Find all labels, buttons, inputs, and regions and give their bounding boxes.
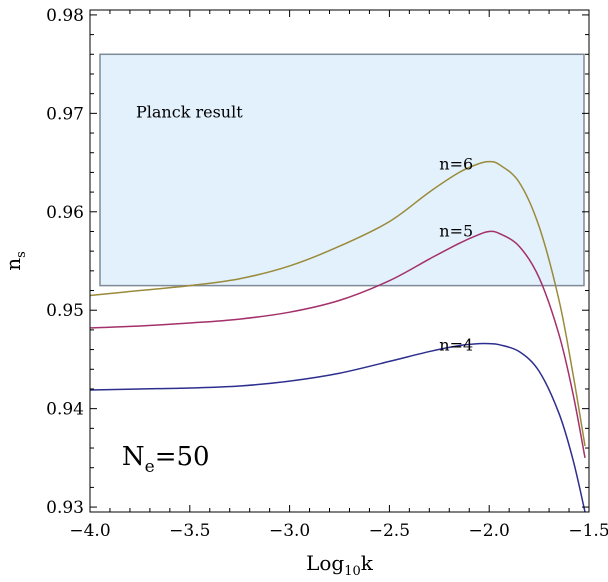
planck-band-layer [99, 53, 585, 287]
ne-label-tail: =50 [155, 442, 210, 472]
x-tick-label: −2.0 [469, 521, 510, 541]
x-tick-label: −3.5 [169, 521, 210, 541]
x-axis-title: Log10k [306, 551, 374, 579]
y-tick-label: 0.95 [46, 301, 84, 321]
series-layer [89, 160, 586, 513]
text-layer: Planck result Log10k ns Ne=50 n=6 n=5 n=4 [1, 102, 473, 579]
band-label: Planck result [136, 102, 243, 121]
planck-band [99, 53, 585, 287]
curve-label-n-5: n=5 [439, 221, 473, 240]
x-tick-label: −1.5 [568, 521, 608, 541]
plot-frame [89, 9, 590, 513]
x-tick-label: −4.0 [69, 521, 110, 541]
curve-label-n-4: n=4 [439, 336, 473, 355]
y-tick-label: 0.97 [46, 104, 84, 124]
ne-label-base: N [122, 442, 145, 472]
series-line-n-4 [89, 342, 586, 513]
x-axis-title-sub: 10 [344, 564, 361, 579]
y-axis-title: ns [1, 251, 29, 271]
y-axis-title-sub: s [14, 251, 29, 258]
x-axis-title-tail: k [361, 551, 374, 575]
y-tick-label: 0.96 [46, 203, 84, 223]
x-axis-title-base: Log [306, 551, 344, 575]
x-tick-label: −2.5 [369, 521, 410, 541]
ne-label-sub: e [145, 457, 155, 477]
series-line-n-6 [89, 160, 586, 447]
ne-label: Ne=50 [122, 442, 210, 477]
y-axis-title-base: n [1, 258, 25, 271]
series-line-n-5 [89, 230, 586, 458]
curve-label-n-6: n=6 [439, 154, 473, 173]
y-tick-label: 0.98 [46, 6, 84, 26]
tick-layer: −4.0 −3.5 −3.0 −2.5 −2.0 −1.5 0.93 0.94 0.95 0.96… [46, 6, 608, 541]
y-tick-label: 0.94 [46, 400, 84, 420]
y-tick-label: 0.93 [46, 498, 84, 518]
x-tick-label: −3.0 [269, 521, 310, 541]
